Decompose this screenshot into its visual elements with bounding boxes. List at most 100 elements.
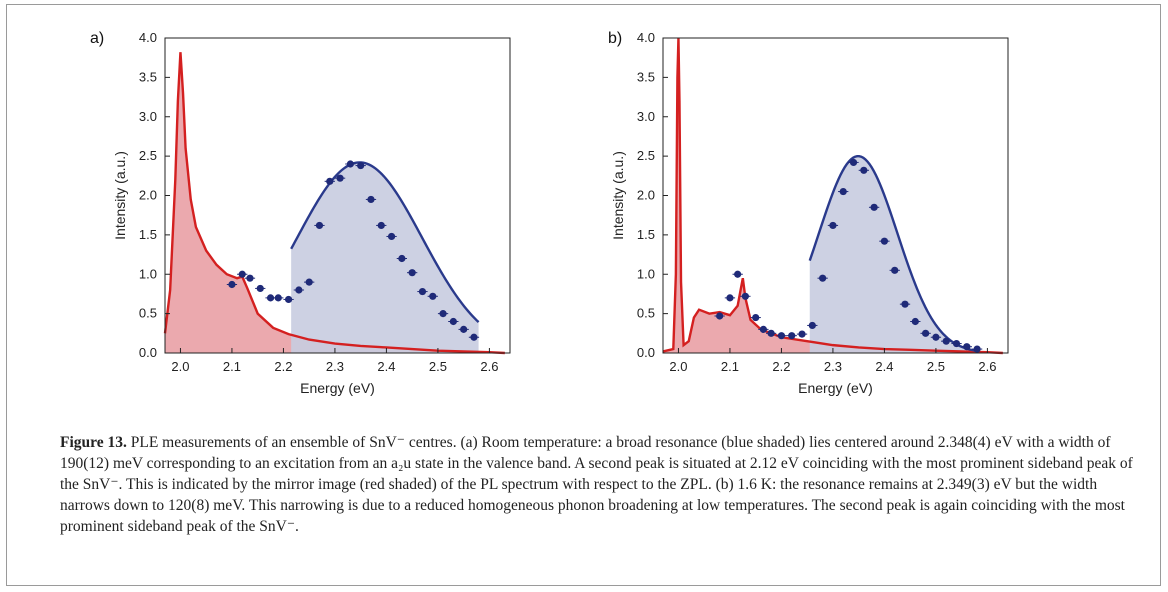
ple-data-point [849,158,858,167]
y-tick-label: 3.0 [637,109,655,124]
y-tick-label: 3.0 [139,109,157,124]
x-tick-label: 2.6 [480,359,498,374]
chart-b-svg: 0.0 0.5 1.0 1.5 2.0 2.5 3.0 3.5 4.0 2.0 2.1 2.2 2.3 2… [610,30,1009,396]
ple-data-point [767,329,775,337]
ple-data-point [357,161,365,170]
fit-fill [291,162,479,353]
ple-data-point [829,221,837,230]
chart-panel-b: b) 0.0 0.5 1.0 1.5 2.0 2.5 3.0 3.5 4.0 2.0 2.1 2.2 2… [598,24,1018,404]
x-tick-label: 2.2 [772,359,790,374]
ple-data-point [870,203,878,211]
ple-data-point [880,237,889,245]
y-tick-label: 2.0 [139,188,157,203]
ple-data-point [284,295,293,304]
y-axis-title: Intensity (a.u.) [610,151,626,240]
ple-data-point [449,317,457,326]
ple-data-point [741,292,749,300]
y-tick-label: 1.5 [637,227,655,242]
caption-text: PLE measurements of an ensemble of SnV⁻ … [60,434,1133,535]
ple-data-point [752,313,760,322]
figure-frame [6,4,1161,586]
figure-caption: Figure 13. PLE measurements of an ensemb… [60,432,1150,537]
x-tick-label: 2.0 [669,359,687,374]
y-tick-label: 0.5 [637,306,655,321]
ple-data-point [963,343,971,351]
ple-data-point [418,287,427,296]
chart-panel-a: a) 0.0 0.5 1.0 1.5 2.0 2.5 3.0 3.5 4.0 2.0 2.1 2.2 2… [90,24,520,404]
ple-data-point [788,332,796,340]
y-tick-label: 3.5 [139,69,157,84]
ple-data-point [377,221,385,230]
y-tick-label: 4.0 [637,30,655,45]
y-tick-label: 1.0 [637,266,655,281]
caption-label: Figure 13. [60,434,127,451]
x-axis-title: Energy (eV) [798,380,873,396]
ple-data-point [808,321,816,330]
x-tick-label: 2.6 [978,359,996,374]
ple-data-point [326,177,334,185]
ple-data-point [336,174,344,182]
ple-data-point [911,317,919,326]
x-tick-label: 2.0 [171,359,189,374]
y-axis-title: Intensity (a.u.) [112,151,128,240]
pl-spectrum-line [662,37,1003,355]
y-tick-label: 4.0 [139,30,157,45]
ple-data-point [305,278,313,286]
ple-data-point [429,292,437,300]
pl-spectrum-fill [165,52,505,354]
ple-data-point [228,280,236,289]
y-tick-label: 2.5 [637,148,655,163]
ple-data-point [901,300,909,308]
chart-a-svg: 0.0 0.5 1.0 1.5 2.0 2.5 3.0 3.5 4.0 2.0 2.1 2.2 2.3 2… [112,30,511,396]
ple-data-point [942,337,950,345]
y-tick-label: 0.5 [139,306,157,321]
ple-data-point [266,294,275,302]
ple-data-point [346,160,354,168]
x-tick-label: 2.5 [927,359,945,374]
ple-data-point [246,274,254,282]
fit-fill [809,156,977,353]
ple-data-point [860,166,868,174]
ple-data-point [891,266,899,274]
ple-data-point [734,270,742,278]
ple-data-point [460,325,468,333]
ple-data-point [798,330,806,338]
x-tick-label: 2.5 [429,359,447,374]
y-tick-label: 2.5 [139,148,157,163]
ple-data-point [470,333,478,341]
ple-data-point [315,221,324,230]
ple-data-point [759,325,768,333]
ple-data-point [439,310,447,318]
ple-data-point [952,339,961,348]
ple-data-point [839,187,847,196]
fit-curve-line [290,161,480,324]
ple-data-point [367,195,375,204]
ple-data-point [777,332,786,340]
ple-data-point [726,294,734,302]
ple-data-point [932,333,940,341]
pl-spectrum-fill [663,38,1003,353]
ple-data-point [408,269,416,277]
y-tick-label: 2.0 [637,188,655,203]
ple-data-point [256,284,264,293]
x-tick-label: 2.1 [223,359,241,374]
y-tick-label: 1.5 [139,227,157,242]
panel-label-b: b) [608,30,623,47]
ple-data-point [922,329,930,337]
y-tick-label: 1.0 [139,266,157,281]
ple-data-point [274,294,282,302]
ple-data-point [973,345,981,353]
x-tick-label: 2.4 [377,359,395,374]
x-axis-title: Energy (eV) [300,380,375,396]
ple-data-point [398,254,406,263]
panel-label-a: a) [90,30,105,47]
ple-data-point [716,312,724,320]
y-tick-label: 3.5 [637,69,655,84]
ple-data-point [819,274,827,282]
x-tick-label: 2.1 [721,359,739,374]
y-tick-label: 0.0 [139,345,157,360]
x-tick-label: 2.4 [875,359,893,374]
y-tick-label: 0.0 [637,345,655,360]
ple-data-point [295,286,303,294]
ple-data-point [238,270,246,278]
